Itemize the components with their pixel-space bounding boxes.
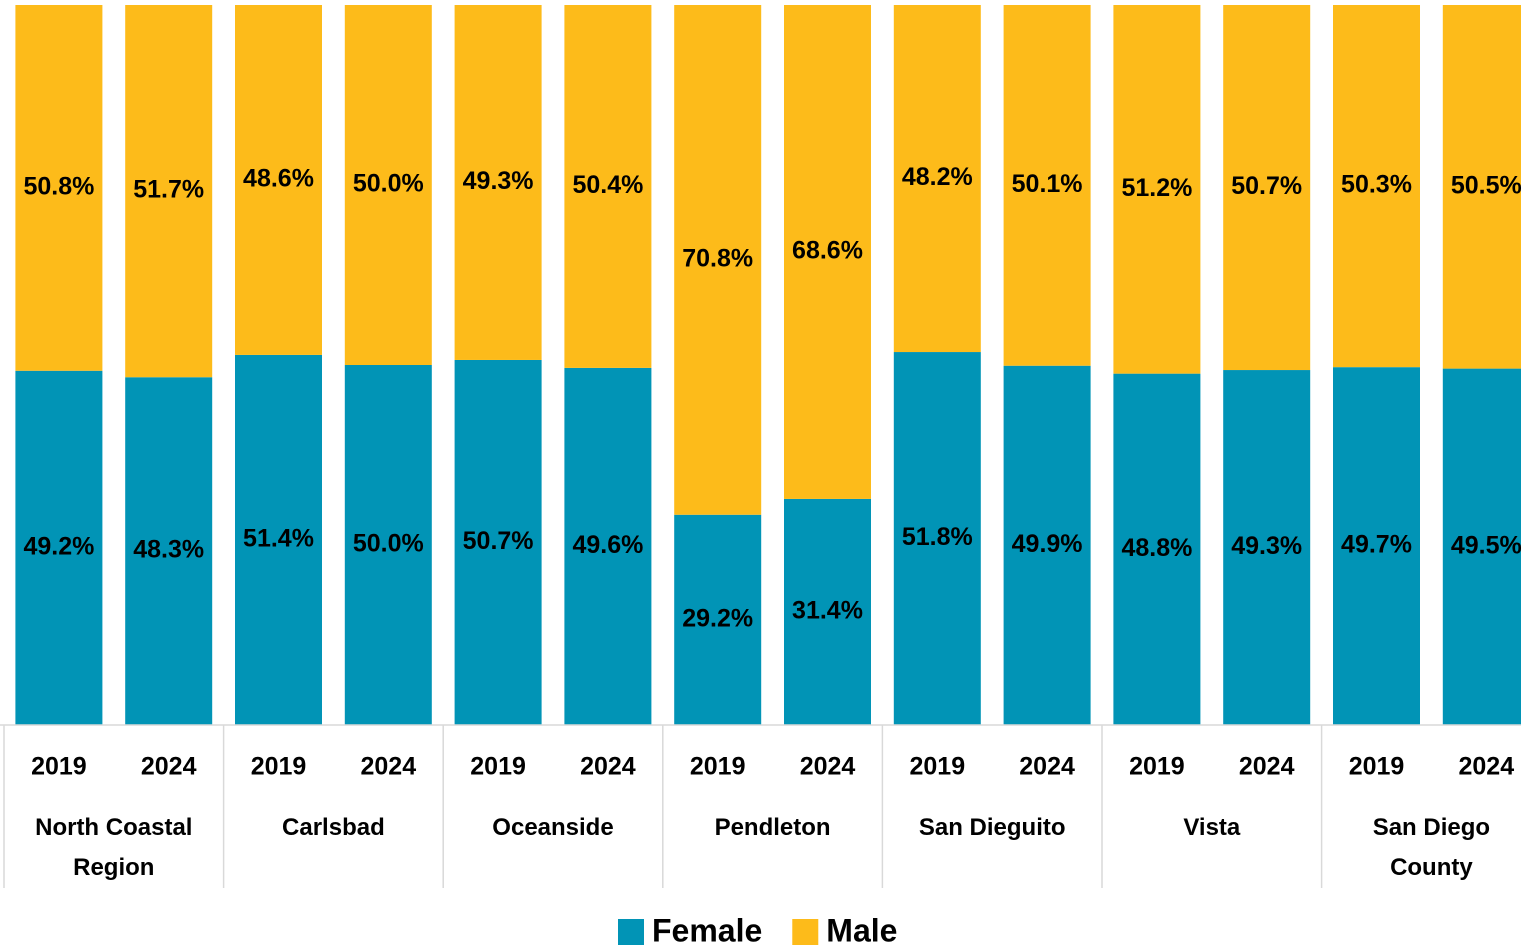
- x-tick-label: 2024: [1458, 753, 1514, 781]
- bar-segment: [1223, 370, 1311, 725]
- bar-segment: [454, 5, 542, 360]
- bar-segment: [125, 5, 213, 378]
- bar-segment: [893, 352, 981, 725]
- x-tick-label: 2019: [690, 753, 746, 781]
- data-label: 50.7%: [1231, 172, 1302, 200]
- bar-segment: [1223, 5, 1311, 371]
- data-label: 49.5%: [1451, 531, 1521, 559]
- bar-segment: [674, 514, 762, 725]
- bar-segment: [784, 498, 871, 725]
- group-label: Pendleton: [714, 814, 831, 841]
- data-label: 31.4%: [792, 597, 863, 625]
- legend-label: Female: [652, 912, 762, 948]
- group-label: Oceanside: [492, 814, 614, 841]
- data-label: 49.7%: [1341, 531, 1412, 559]
- x-tick-label: 2024: [800, 753, 856, 781]
- x-tick-label: 2019: [251, 753, 307, 781]
- group-label: Vista: [1183, 814, 1241, 841]
- bar-segment: [1113, 5, 1201, 374]
- bar-segment: [1333, 5, 1420, 368]
- bar-segment: [344, 5, 432, 365]
- data-label: 51.4%: [243, 525, 314, 553]
- data-label: 49.2%: [23, 532, 94, 560]
- data-label: 49.3%: [1231, 532, 1302, 560]
- legend-swatch: [618, 919, 644, 945]
- data-label: 48.8%: [1121, 534, 1192, 562]
- data-label: 48.2%: [902, 163, 973, 191]
- x-tick-label: 2024: [1239, 753, 1295, 781]
- data-label: 50.7%: [463, 527, 534, 555]
- data-label: 68.6%: [792, 237, 863, 265]
- data-label: 49.9%: [1012, 530, 1083, 558]
- x-tick-label: 2019: [470, 753, 526, 781]
- bar-segment: [235, 354, 322, 725]
- data-label: 50.8%: [23, 172, 94, 200]
- x-tick-label: 2024: [1019, 753, 1075, 781]
- x-tick-label: 2024: [360, 753, 416, 781]
- data-label: 50.5%: [1451, 171, 1521, 199]
- bar-segment: [344, 365, 432, 725]
- legend-swatch: [792, 919, 819, 945]
- x-tick-label: 2024: [141, 753, 197, 781]
- bar-segment: [454, 359, 542, 725]
- group-label: North Coastal Region: [35, 814, 193, 881]
- data-label: 50.3%: [1341, 171, 1412, 199]
- data-label: 48.6%: [243, 165, 314, 193]
- x-tick-label: 2019: [1349, 753, 1405, 781]
- x-tick-label: 2024: [580, 753, 636, 781]
- bar-segment: [1113, 373, 1201, 725]
- group-label: San Dieguito: [918, 814, 1066, 841]
- bar-segment: [1003, 5, 1091, 366]
- x-tick-label: 2019: [1129, 753, 1185, 781]
- bar-segment: [1442, 5, 1521, 369]
- data-label: 51.7%: [133, 176, 204, 204]
- bar-segment: [1003, 365, 1091, 725]
- data-label: 50.0%: [353, 530, 424, 558]
- data-label: 49.6%: [572, 531, 643, 559]
- data-label: 50.1%: [1012, 170, 1083, 198]
- bar-segment: [1333, 367, 1420, 725]
- data-label: 51.8%: [902, 523, 973, 551]
- bar-segment: [674, 5, 762, 515]
- x-tick-label: 2019: [909, 753, 965, 781]
- x-tick-label: 2019: [31, 753, 87, 781]
- bar-segment: [893, 5, 981, 353]
- data-label: 50.4%: [572, 171, 643, 199]
- legend-label: Male: [826, 912, 897, 948]
- data-label: 49.3%: [463, 167, 534, 195]
- data-label: 70.8%: [682, 244, 753, 272]
- group-label: San Diego County: [1372, 814, 1491, 881]
- bar-segment: [15, 5, 103, 371]
- group-label: Carlsbad: [282, 814, 385, 841]
- bar-segment: [564, 367, 652, 725]
- bar-segment: [784, 5, 871, 499]
- bar-segment: [15, 370, 103, 725]
- data-label: 51.2%: [1121, 174, 1192, 202]
- bar-segment: [235, 5, 322, 355]
- bar-segment: [1442, 368, 1521, 725]
- data-label: 50.0%: [353, 170, 424, 198]
- bar-segment: [125, 377, 213, 725]
- data-label: 29.2%: [682, 604, 753, 632]
- bar-segment: [564, 5, 652, 368]
- data-label: 48.3%: [133, 536, 204, 564]
